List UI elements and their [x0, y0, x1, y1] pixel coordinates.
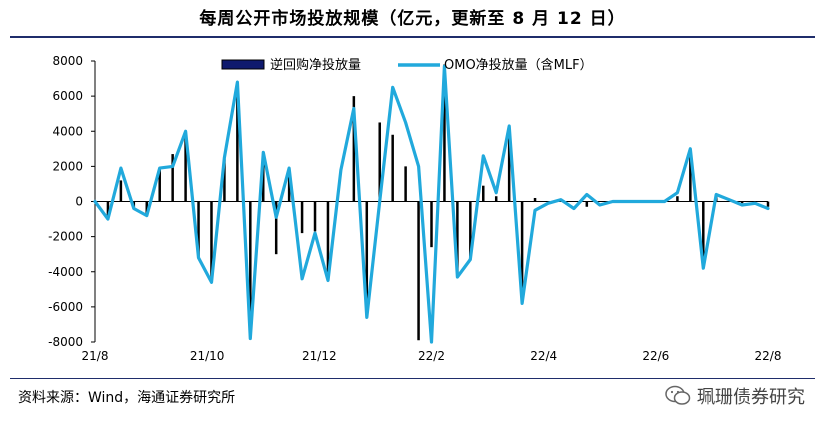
bar — [494, 196, 498, 202]
y-tick-label: -2000 — [48, 230, 83, 244]
legend-swatch-bar — [221, 59, 265, 70]
x-tick-label: 21/8 — [82, 349, 109, 363]
legend-label-bar: 逆回购净投放量 — [270, 57, 361, 73]
bar — [365, 201, 369, 316]
y-tick-label: 0 — [75, 195, 83, 209]
bar — [313, 201, 317, 232]
bar — [158, 168, 161, 202]
watermark-text: 珮珊债券研究 — [697, 387, 805, 408]
bar — [184, 136, 187, 202]
chart-title: 每周公开市场投放规模（亿元，更新至 8 月 12 日） — [199, 9, 626, 29]
source-note: 资料来源：Wind，海通证券研究所 — [18, 390, 236, 406]
x-tick-label: 21/12 — [302, 349, 337, 363]
bar — [533, 197, 537, 202]
header-rule — [10, 36, 815, 38]
y-tick-label: 6000 — [52, 89, 83, 103]
omo-line — [93, 64, 770, 344]
y-tick-label: 4000 — [52, 124, 83, 138]
bar — [443, 64, 446, 202]
bar — [326, 201, 330, 279]
bar — [236, 96, 239, 202]
bar — [469, 201, 472, 260]
bar — [391, 134, 394, 202]
x-tick-label: 22/8 — [755, 349, 782, 363]
bar — [740, 201, 744, 204]
bar — [300, 201, 304, 234]
x-tick-label: 22/6 — [642, 349, 669, 363]
bar — [417, 201, 420, 341]
bar — [482, 185, 485, 202]
footer-rule — [10, 378, 815, 379]
wechat-icon — [665, 385, 691, 405]
bar — [378, 122, 381, 202]
bar — [287, 168, 291, 202]
bar — [676, 196, 679, 202]
bar — [119, 180, 123, 202]
bar — [171, 154, 174, 202]
bar — [352, 96, 356, 202]
bar — [274, 201, 278, 255]
bar — [223, 159, 226, 202]
bar — [249, 201, 252, 337]
y-tick-label: -4000 — [48, 265, 83, 279]
bar — [145, 201, 149, 214]
x-tick-label: 22/4 — [530, 349, 557, 363]
y-tick-label: 2000 — [52, 159, 83, 173]
bar — [689, 154, 692, 202]
y-tick-label: -8000 — [48, 335, 83, 349]
bar — [766, 201, 770, 207]
bar — [456, 201, 459, 276]
bar — [106, 201, 110, 220]
bar — [430, 201, 433, 248]
y-tick-label: 8000 — [52, 54, 83, 68]
x-tick-label: 21/10 — [190, 349, 225, 363]
bar — [507, 129, 511, 202]
bar — [210, 201, 213, 283]
y-tick-label: -6000 — [48, 300, 83, 314]
bar — [520, 201, 524, 304]
x-tick-label: 22/2 — [418, 349, 445, 363]
watermark: 珮珊债券研究 — [665, 381, 805, 411]
bar — [404, 166, 407, 202]
bar — [585, 201, 589, 207]
legend-label-line: OMO净投放量（含MLF） — [444, 57, 593, 73]
chart-area: 80006000400020000-2000-4000-6000-800021/… — [48, 54, 782, 363]
bar — [262, 152, 265, 202]
bar — [702, 201, 705, 267]
bar — [197, 201, 200, 258]
